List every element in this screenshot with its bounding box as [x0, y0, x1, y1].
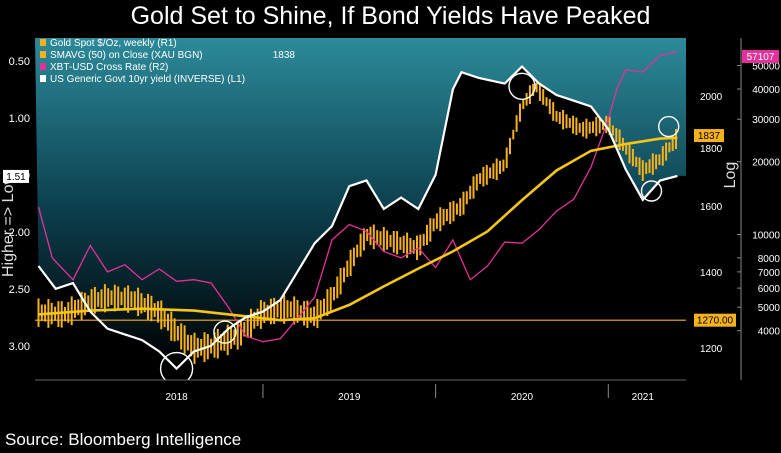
annotation-circle [213, 320, 237, 344]
right2-tick-label: 5000 [758, 303, 781, 314]
yield-marker-bg [3, 169, 29, 183]
legend-value: 1838 [273, 50, 296, 61]
x-tick-label: 2021 [632, 392, 655, 403]
yield-area [35, 38, 686, 369]
right-axis-label: Log [722, 162, 739, 189]
legend-swatch [40, 75, 46, 82]
annotation-circle [159, 351, 194, 380]
right2-tick-label: 8000 [758, 254, 781, 265]
xbt-price-marker-bg [742, 50, 779, 63]
value-markers: 1837 1270.00 57107 1.51 [3, 50, 779, 327]
right1-axis-ticks: 2000 1800 1600 1400 1200 [700, 92, 723, 355]
right1-tick-label: 1800 [700, 144, 723, 155]
xbt-price-marker: 57107 [747, 52, 775, 63]
right2-tick-label: 40000 [752, 85, 780, 96]
legend-label: Gold Spot $/Oz, weekly (R1) [50, 38, 177, 49]
yield-line [37, 64, 678, 371]
legend: Gold Spot $/Oz, weekly (R1)SMAVG (50) on… [40, 38, 295, 85]
left-tick-label: 3.00 [9, 341, 30, 353]
left-axis-ticks: 0.501.001.502.002.503.00 [9, 56, 30, 353]
right2-tick-label: 7000 [758, 268, 781, 279]
left-tick-label: 2.50 [9, 284, 30, 296]
yield-marker: 1.51 [6, 172, 26, 183]
x-tick-label: 2018 [165, 392, 188, 403]
source-note: Source: Bloomberg Intelligence [5, 430, 242, 449]
reference-line-marker-bg [694, 313, 736, 327]
annotation-circle [508, 72, 536, 101]
right2-tick-label: 6000 [758, 284, 781, 295]
annotation-circle [640, 180, 663, 202]
left-axis-label: Higher => Low [0, 173, 17, 278]
gold-price-marker-bg [694, 129, 724, 143]
right1-tick-label: 2000 [700, 92, 723, 103]
right2-tick-label: 20000 [752, 158, 780, 169]
right2-tick-label: 4000 [758, 327, 781, 338]
x-tick-label: 2020 [511, 392, 534, 403]
left-tick-label: 1.00 [9, 113, 30, 125]
right1-tick-label: 1400 [700, 268, 723, 279]
legend-label: US Generic Govt 10yr yield (INVERSE) (L1… [50, 74, 245, 85]
gold-price-marker: 1837 [698, 131, 721, 142]
x-axis-ticks: 2018 2019 2020 2021 [165, 384, 654, 403]
legend-swatch [40, 63, 46, 70]
x-tick-label: 2019 [338, 392, 361, 403]
right2-tick-label: 50000 [752, 62, 780, 73]
chart-title: Gold Set to Shine, If Bond Yields Have P… [130, 2, 651, 30]
gold-bars [37, 82, 677, 364]
sma-line [38, 136, 678, 322]
annotation-circles [159, 72, 680, 380]
legend-swatch [40, 39, 46, 46]
left-tick-label: 2.00 [9, 227, 30, 239]
right2-axis-ticks: 50000 40000 30000 20000 10000 8000 7000 6000 500… [737, 38, 780, 380]
annotation-circle [658, 115, 680, 138]
legend-label: SMAVG (50) on Close (XAU BGN) [50, 50, 203, 61]
legend-label: XBT-USD Cross Rate (R2) [50, 62, 168, 73]
right2-tick-label: 10000 [752, 231, 780, 242]
right1-tick-label: 1600 [700, 202, 723, 213]
reference-line-marker: 1270.00 [697, 316, 734, 327]
right1-tick-label: 1200 [700, 344, 723, 355]
right2-tick-label: 30000 [752, 115, 780, 126]
left-tick-label: 0.50 [9, 56, 30, 68]
legend-swatch [40, 51, 46, 58]
xbt-line [37, 50, 678, 343]
